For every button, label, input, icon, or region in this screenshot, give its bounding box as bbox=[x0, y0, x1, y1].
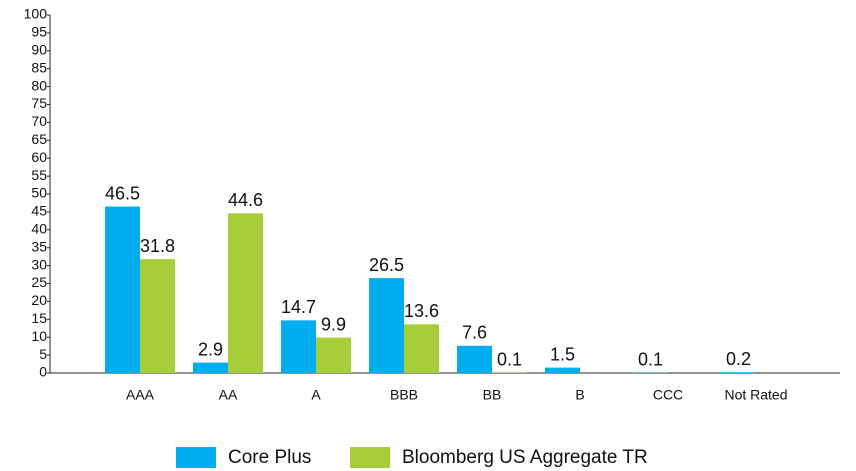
bar bbox=[369, 278, 404, 373]
y-tick-label: 70 bbox=[31, 113, 47, 129]
y-tick-label: 65 bbox=[31, 131, 47, 147]
value-label: 26.5 bbox=[369, 255, 404, 275]
bar bbox=[316, 337, 351, 373]
value-label: 2.9 bbox=[198, 339, 223, 359]
bar bbox=[105, 206, 140, 373]
x-tick-label: BBB bbox=[390, 387, 418, 403]
y-tick-label: 40 bbox=[31, 221, 47, 237]
y-tick-label: 95 bbox=[31, 24, 47, 40]
legend-swatch bbox=[176, 447, 216, 468]
value-label: 13.6 bbox=[404, 301, 439, 321]
y-tick-label: 20 bbox=[31, 292, 47, 308]
legend-label: Bloomberg US Aggregate TR bbox=[402, 447, 648, 468]
value-label: 31.8 bbox=[140, 236, 175, 256]
y-tick-label: 5 bbox=[39, 346, 47, 362]
y-tick-label: 10 bbox=[31, 328, 47, 344]
y-tick-label: 0 bbox=[39, 364, 47, 380]
bar bbox=[457, 345, 492, 373]
legend-swatch bbox=[350, 447, 390, 468]
x-tick-label: CCC bbox=[653, 387, 683, 403]
x-tick-label: A bbox=[311, 387, 321, 403]
value-label: 46.5 bbox=[105, 183, 140, 203]
y-tick-label: 25 bbox=[31, 274, 47, 290]
y-tick-label: 50 bbox=[31, 185, 47, 201]
value-label: 14.7 bbox=[281, 297, 316, 317]
value-label: 0.1 bbox=[638, 349, 663, 369]
value-label: 7.6 bbox=[462, 323, 487, 343]
y-tick-label: 75 bbox=[31, 95, 47, 111]
value-label: 0.2 bbox=[726, 349, 751, 369]
y-tick-label: 100 bbox=[24, 6, 48, 22]
x-tick-label: AA bbox=[219, 387, 238, 403]
value-label: 9.9 bbox=[321, 314, 346, 334]
legend-label: Core Plus bbox=[228, 447, 311, 468]
bar bbox=[281, 320, 316, 373]
y-tick-label: 90 bbox=[31, 42, 47, 58]
bar bbox=[404, 324, 439, 373]
bar bbox=[140, 259, 175, 373]
value-label: 0.1 bbox=[497, 349, 522, 369]
y-tick-label: 30 bbox=[31, 256, 47, 272]
value-label: 1.5 bbox=[550, 344, 575, 364]
y-tick-label: 60 bbox=[31, 149, 47, 165]
y-tick-label: 80 bbox=[31, 77, 47, 93]
bar bbox=[721, 372, 756, 373]
y-tick-label: 55 bbox=[31, 167, 47, 183]
x-tick-label: BB bbox=[483, 387, 502, 403]
bar bbox=[228, 213, 263, 373]
y-tick-label: 15 bbox=[31, 310, 47, 326]
x-tick-label: Not Rated bbox=[724, 387, 787, 403]
x-tick-label: B bbox=[575, 387, 584, 403]
bar bbox=[193, 362, 228, 373]
value-label: 44.6 bbox=[228, 190, 263, 210]
y-tick-label: 35 bbox=[31, 238, 47, 254]
bar bbox=[545, 367, 580, 373]
y-tick-label: 85 bbox=[31, 59, 47, 75]
y-tick-label: 45 bbox=[31, 203, 47, 219]
x-tick-label: AAA bbox=[126, 387, 155, 403]
